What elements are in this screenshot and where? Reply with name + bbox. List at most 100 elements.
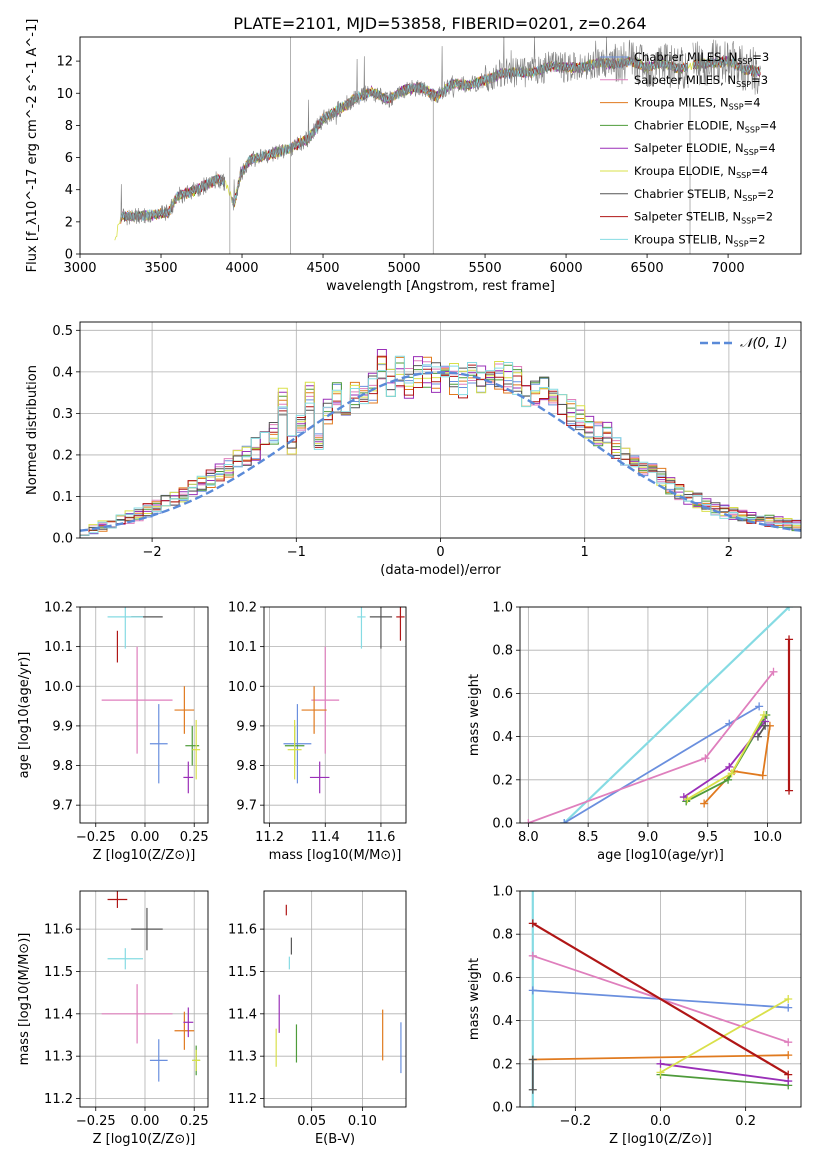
y-tick-label: 2 <box>65 215 73 230</box>
y-tick-label: 0.6 <box>492 971 513 986</box>
errorbar-point-5 <box>192 1049 201 1071</box>
y-axis-label: age [log10(age/yr)] <box>17 652 32 779</box>
x-tick-label: −0.25 <box>76 830 116 845</box>
errorbar-point-2 <box>174 686 195 734</box>
x-axis-label: age [log10(age/yr)] <box>597 848 724 863</box>
x-tick-label: 4000 <box>225 261 258 276</box>
plus-marker <box>683 795 692 804</box>
legend-label-8: Kroupa STELIB, NSSP=2 <box>634 232 766 248</box>
errorbar-point-8 <box>107 948 144 970</box>
mass-weight-line-8 <box>563 607 790 823</box>
x-tick-label: 11.6 <box>366 830 395 845</box>
y-tick-label: 0.4 <box>492 1014 513 1029</box>
plot-area <box>101 891 201 1082</box>
residual-histogram-panel: −2 −1 0 1 2 0.0 0.1 0.2 0.3 0.4 0.5 (data-model)/er… <box>25 321 802 578</box>
x-tick-label: −2 <box>143 545 162 560</box>
y-tick-label: 0.0 <box>492 1101 513 1116</box>
errorbar-point-4 <box>183 1007 194 1038</box>
plus-marker <box>727 769 736 778</box>
y-tick-label: 11.2 <box>228 1092 257 1107</box>
y-tick-label: 0.3 <box>52 407 73 422</box>
mass-weight-line-2 <box>532 1054 789 1061</box>
x-tick-label: 0.00 <box>131 1114 160 1129</box>
observed-spectrum <box>120 37 761 226</box>
y-tick-label: 1.0 <box>492 885 513 900</box>
y-tick-label: 11.3 <box>228 1050 257 1065</box>
x-tick-label: 6500 <box>631 261 664 276</box>
plus-marker <box>528 919 537 928</box>
age-vs-metallicity-panel: −0.25 0.00 0.25 9.7 9.8 9.9 10.0 10.1 10.2 Z [log… <box>17 601 209 864</box>
axes-frame <box>263 890 407 1108</box>
y-tick-label: 0.2 <box>492 1057 513 1072</box>
plus-marker <box>528 1103 537 1107</box>
x-tick-label: 11.2 <box>255 830 284 845</box>
mass-weight-line-7 <box>532 922 789 1076</box>
x-tick-label: 0.10 <box>348 1114 377 1129</box>
plus-marker <box>784 995 793 1003</box>
plus-marker <box>528 951 537 960</box>
y-tick-label: 12 <box>56 55 73 70</box>
plus-marker <box>528 986 537 995</box>
x-tick-label: 11.4 <box>311 830 340 845</box>
plus-marker <box>761 721 770 730</box>
plus-marker <box>753 732 762 741</box>
y-tick-label: 11.3 <box>44 1050 73 1065</box>
y-tick-label: 11.5 <box>44 965 73 980</box>
y-tick-label: 0.8 <box>492 644 513 659</box>
plus-marker <box>755 702 764 711</box>
y-tick-label: 10.1 <box>44 640 73 655</box>
plus-marker <box>725 762 734 771</box>
y-tick-label: 9.7 <box>52 799 73 814</box>
errorbar-point-4 <box>309 761 330 794</box>
x-axis-label: Z [log10(Z/Z⊙)] <box>93 848 196 863</box>
legend-label-7: Salpeter STELIB, NSSP=2 <box>634 210 773 226</box>
y-tick-label: 11.6 <box>228 923 257 938</box>
errorbar-point-0 <box>283 704 312 784</box>
y-tick-label: 0.4 <box>492 730 513 745</box>
legend-label-1: Salpeter MILES, NSSP=3 <box>634 73 768 89</box>
plot-area <box>283 607 405 794</box>
axes-frame <box>79 890 209 1108</box>
y-axis-label: mass [log10(M/M⊙)] <box>17 933 32 1066</box>
mass-vs-metallicity-panel: −0.25 0.00 0.25 11.2 11.3 11.4 11.5 11.6 Z [log1… <box>17 890 209 1147</box>
y-tick-label: 10.0 <box>228 680 257 695</box>
plus-marker <box>701 754 710 763</box>
errorbar-point-6 <box>131 907 163 951</box>
y-tick-label: 10.2 <box>228 601 257 616</box>
y-tick-label: 9.7 <box>236 799 257 814</box>
x-tick-label: −0.25 <box>76 1114 116 1129</box>
axes-frame <box>519 606 802 824</box>
y-tick-label: 10.2 <box>44 601 73 616</box>
x-tick-label: −0.2 <box>560 1114 592 1129</box>
plus-marker <box>784 1070 793 1079</box>
x-tick-label: 1 <box>581 545 589 560</box>
y-tick-label: 6 <box>65 151 73 166</box>
x-tick-label: 0.05 <box>297 1114 326 1129</box>
y-axis-label: mass weight <box>467 674 482 756</box>
y-tick-label: 0.4 <box>52 365 73 380</box>
x-tick-label: 3500 <box>144 261 177 276</box>
errorbar-point-1 <box>101 646 173 754</box>
figure-title: PLATE=2101, MJD=53858, FIBERID=0201, z=0… <box>233 14 646 33</box>
histogram-8 <box>80 355 801 538</box>
axes-frame <box>79 606 209 824</box>
gaussian-curve <box>80 371 801 532</box>
plus-marker <box>784 1003 793 1012</box>
plus-marker <box>560 819 569 823</box>
mass-weight-line-2 <box>703 725 771 805</box>
y-tick-label: 9.9 <box>236 719 257 734</box>
plus-marker <box>724 775 733 784</box>
y-tick-label: 0.2 <box>52 448 73 463</box>
age-vs-mass-panel: 11.2 11.4 11.6 9.7 9.8 9.9 10.0 10.1 10.2 mass [l… <box>228 601 407 863</box>
plus-marker <box>769 667 778 676</box>
errorbar-point-2 <box>301 686 327 734</box>
y-tick-label: 10 <box>56 87 73 102</box>
plus-marker <box>785 786 794 795</box>
y-tick-label: 0.0 <box>492 817 513 832</box>
x-tick-label: 0.00 <box>131 830 160 845</box>
legend-gauss-label: 𝒩(0, 1) <box>740 336 787 351</box>
legend-label-0: Chabrier MILES, NSSP=3 <box>634 50 769 66</box>
x-tick-label: 0.2 <box>735 1114 756 1129</box>
x-tick-label: 3000 <box>63 261 96 276</box>
legend-label-2: Kroupa MILES, NSSP=4 <box>634 96 761 112</box>
